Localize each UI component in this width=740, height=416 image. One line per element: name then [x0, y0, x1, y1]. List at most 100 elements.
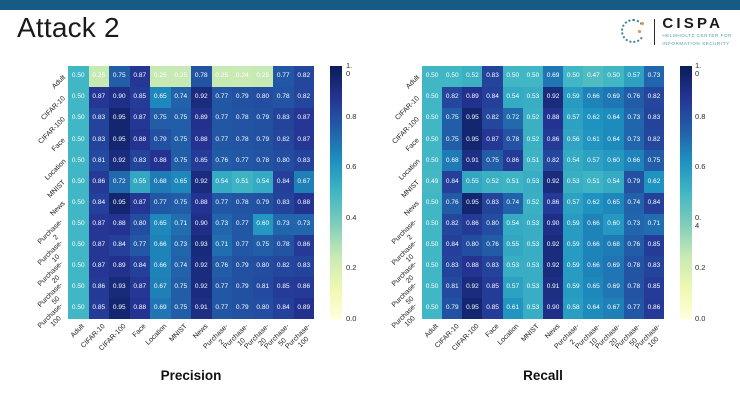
- heatmap-cell: 0.78: [623, 276, 644, 298]
- heatmap-cell: 0.78: [252, 150, 273, 172]
- heatmap-cell: 0.47: [583, 66, 604, 88]
- heatmap-cell: 0.75: [170, 129, 191, 151]
- heatmap-cell: 0.60: [252, 213, 273, 235]
- heatmap-cell: 0.84: [129, 255, 150, 277]
- heatmap-cell: 0.93: [109, 276, 130, 298]
- heatmap-cell: 0.82: [442, 213, 463, 235]
- colorbar-tick: 0.2: [695, 263, 706, 273]
- heatmap-cell: 0.82: [542, 150, 564, 172]
- logo-ring-gap: [638, 26, 648, 37]
- heatmap-cell: 0.82: [293, 66, 314, 88]
- heatmap-cell: 0.54: [603, 171, 624, 193]
- heatmap-cell: 0.76: [211, 255, 232, 277]
- heatmap-cell: 0.78: [502, 129, 523, 151]
- heatmap-cell: 0.51: [502, 171, 523, 193]
- heatmap-cell: 0.86: [88, 171, 109, 193]
- heatmap-cell: 0.86: [462, 213, 483, 235]
- heatmap-cell: 0.95: [462, 192, 483, 214]
- heatmap-cell: 0.80: [252, 255, 273, 277]
- heatmap-cell: 0.72: [109, 171, 130, 193]
- heatmap-cell: 0.86: [88, 276, 109, 298]
- heatmap-cell: 0.51: [232, 171, 253, 193]
- heatmap-cell: 0.53: [522, 297, 543, 319]
- heatmap-cell: 0.25: [211, 66, 232, 88]
- heatmap-cell: 0.87: [129, 276, 150, 298]
- heatmap-cell: 0.65: [583, 276, 604, 298]
- heatmap-cell: 0.89: [191, 108, 212, 130]
- heatmap-cell: 0.64: [603, 129, 624, 151]
- heatmap-cell: 0.66: [583, 234, 604, 256]
- colorbar-tick: 0.6: [695, 162, 706, 172]
- heatmap-cell: 0.54: [211, 171, 232, 193]
- heatmap-cell: 0.76: [442, 192, 463, 214]
- heatmap-cell: 0.80: [252, 297, 273, 319]
- heatmap-cell: 0.92: [191, 171, 212, 193]
- heatmap-cell: 0.95: [109, 129, 130, 151]
- recall-heatmap: 0.50 0.50 0.52 0.83 0.50 0.50 0.69 0.50 0.47 0.50…: [422, 66, 664, 319]
- heatmap-cell: 0.86: [643, 297, 664, 319]
- heatmap-cell: 0.88: [109, 213, 130, 235]
- heatmap-cell: 0.66: [583, 213, 604, 235]
- heatmap-cell: 0.66: [623, 150, 644, 172]
- heatmap-cell: 0.83: [482, 255, 503, 277]
- heatmap-cell: 0.75: [643, 150, 664, 172]
- heatmap-cell: 0.83: [482, 66, 503, 88]
- colorbar-tick: 0.0: [346, 314, 357, 323]
- heatmap-cell: 0.25: [88, 66, 109, 88]
- heatmap-cell: 0.75: [442, 129, 463, 151]
- heatmap-cell: 0.60: [603, 150, 624, 172]
- heatmap-cell: 0.83: [643, 108, 664, 130]
- heatmap-cell: 0.50: [422, 129, 443, 151]
- heatmap-cell: 0.83: [643, 255, 664, 277]
- heatmap-cell: 0.65: [150, 87, 171, 109]
- heatmap-cell: 0.83: [273, 108, 294, 130]
- heatmap-cell: 0.78: [232, 192, 253, 214]
- heatmap-cell: 0.81: [442, 276, 463, 298]
- row-label: MNIST: [400, 179, 422, 200]
- heatmap-cell: 0.50: [522, 66, 543, 88]
- heatmap-cell: 0.82: [442, 87, 463, 109]
- heatmap-cell: 0.78: [623, 255, 644, 277]
- heatmap-cell: 0.50: [442, 66, 463, 88]
- precision-heatmap: 0.50 0.25 0.75 0.87 0.25 0.25 0.78 0.25 0.24 0.25…: [68, 66, 314, 319]
- heatmap-cell: 0.54: [502, 213, 523, 235]
- heatmap-cell: 0.79: [252, 108, 273, 130]
- row-label: Face: [405, 136, 422, 153]
- heatmap-cell: 0.87: [88, 213, 109, 235]
- heatmap-cell: 0.52: [522, 129, 543, 151]
- heatmap-cell: 0.53: [522, 276, 543, 298]
- heatmap-cell: 0.77: [232, 213, 253, 235]
- heatmap-cell: 0.71: [170, 213, 191, 235]
- row-label: Adult: [404, 73, 422, 90]
- heatmap-cell: 0.52: [522, 108, 543, 130]
- heatmap-cell: 0.50: [68, 150, 89, 172]
- heatmap-cell: 0.95: [109, 297, 130, 319]
- heatmap-cell: 0.83: [88, 129, 109, 151]
- col-label: Adult: [69, 323, 87, 340]
- heatmap-cell: 0.87: [129, 66, 150, 88]
- heatmap-cell: 0.51: [583, 171, 604, 193]
- heatmap-cell: 0.88: [542, 108, 564, 130]
- heatmap-cell: 0.92: [462, 276, 483, 298]
- heatmap-cell: 0.87: [88, 87, 109, 109]
- heatmap-cell: 0.55: [502, 234, 523, 256]
- heatmap-cell: 0.73: [170, 234, 191, 256]
- heatmap-cell: 0.86: [542, 192, 564, 214]
- logo-accent-dot: [638, 30, 641, 33]
- heatmap-cell: 0.84: [442, 171, 463, 193]
- heatmap-cell: 0.67: [150, 276, 171, 298]
- heatmap-cell: 0.50: [422, 213, 443, 235]
- heatmap-cell: 0.75: [252, 234, 273, 256]
- heatmap-cell: 0.84: [482, 87, 503, 109]
- heatmap-cell: 0.90: [542, 297, 564, 319]
- heatmap-cell: 0.91: [462, 150, 483, 172]
- heatmap-cell: 0.84: [88, 192, 109, 214]
- heatmap-cell: 0.78: [273, 234, 294, 256]
- heatmap-cell: 0.50: [422, 150, 443, 172]
- heatmap-cell: 0.75: [150, 108, 171, 130]
- heatmap-cell: 0.52: [462, 66, 483, 88]
- heatmap-cell: 0.80: [462, 234, 483, 256]
- heatmap-cell: 0.85: [482, 276, 503, 298]
- heatmap-cell: 0.75: [170, 150, 191, 172]
